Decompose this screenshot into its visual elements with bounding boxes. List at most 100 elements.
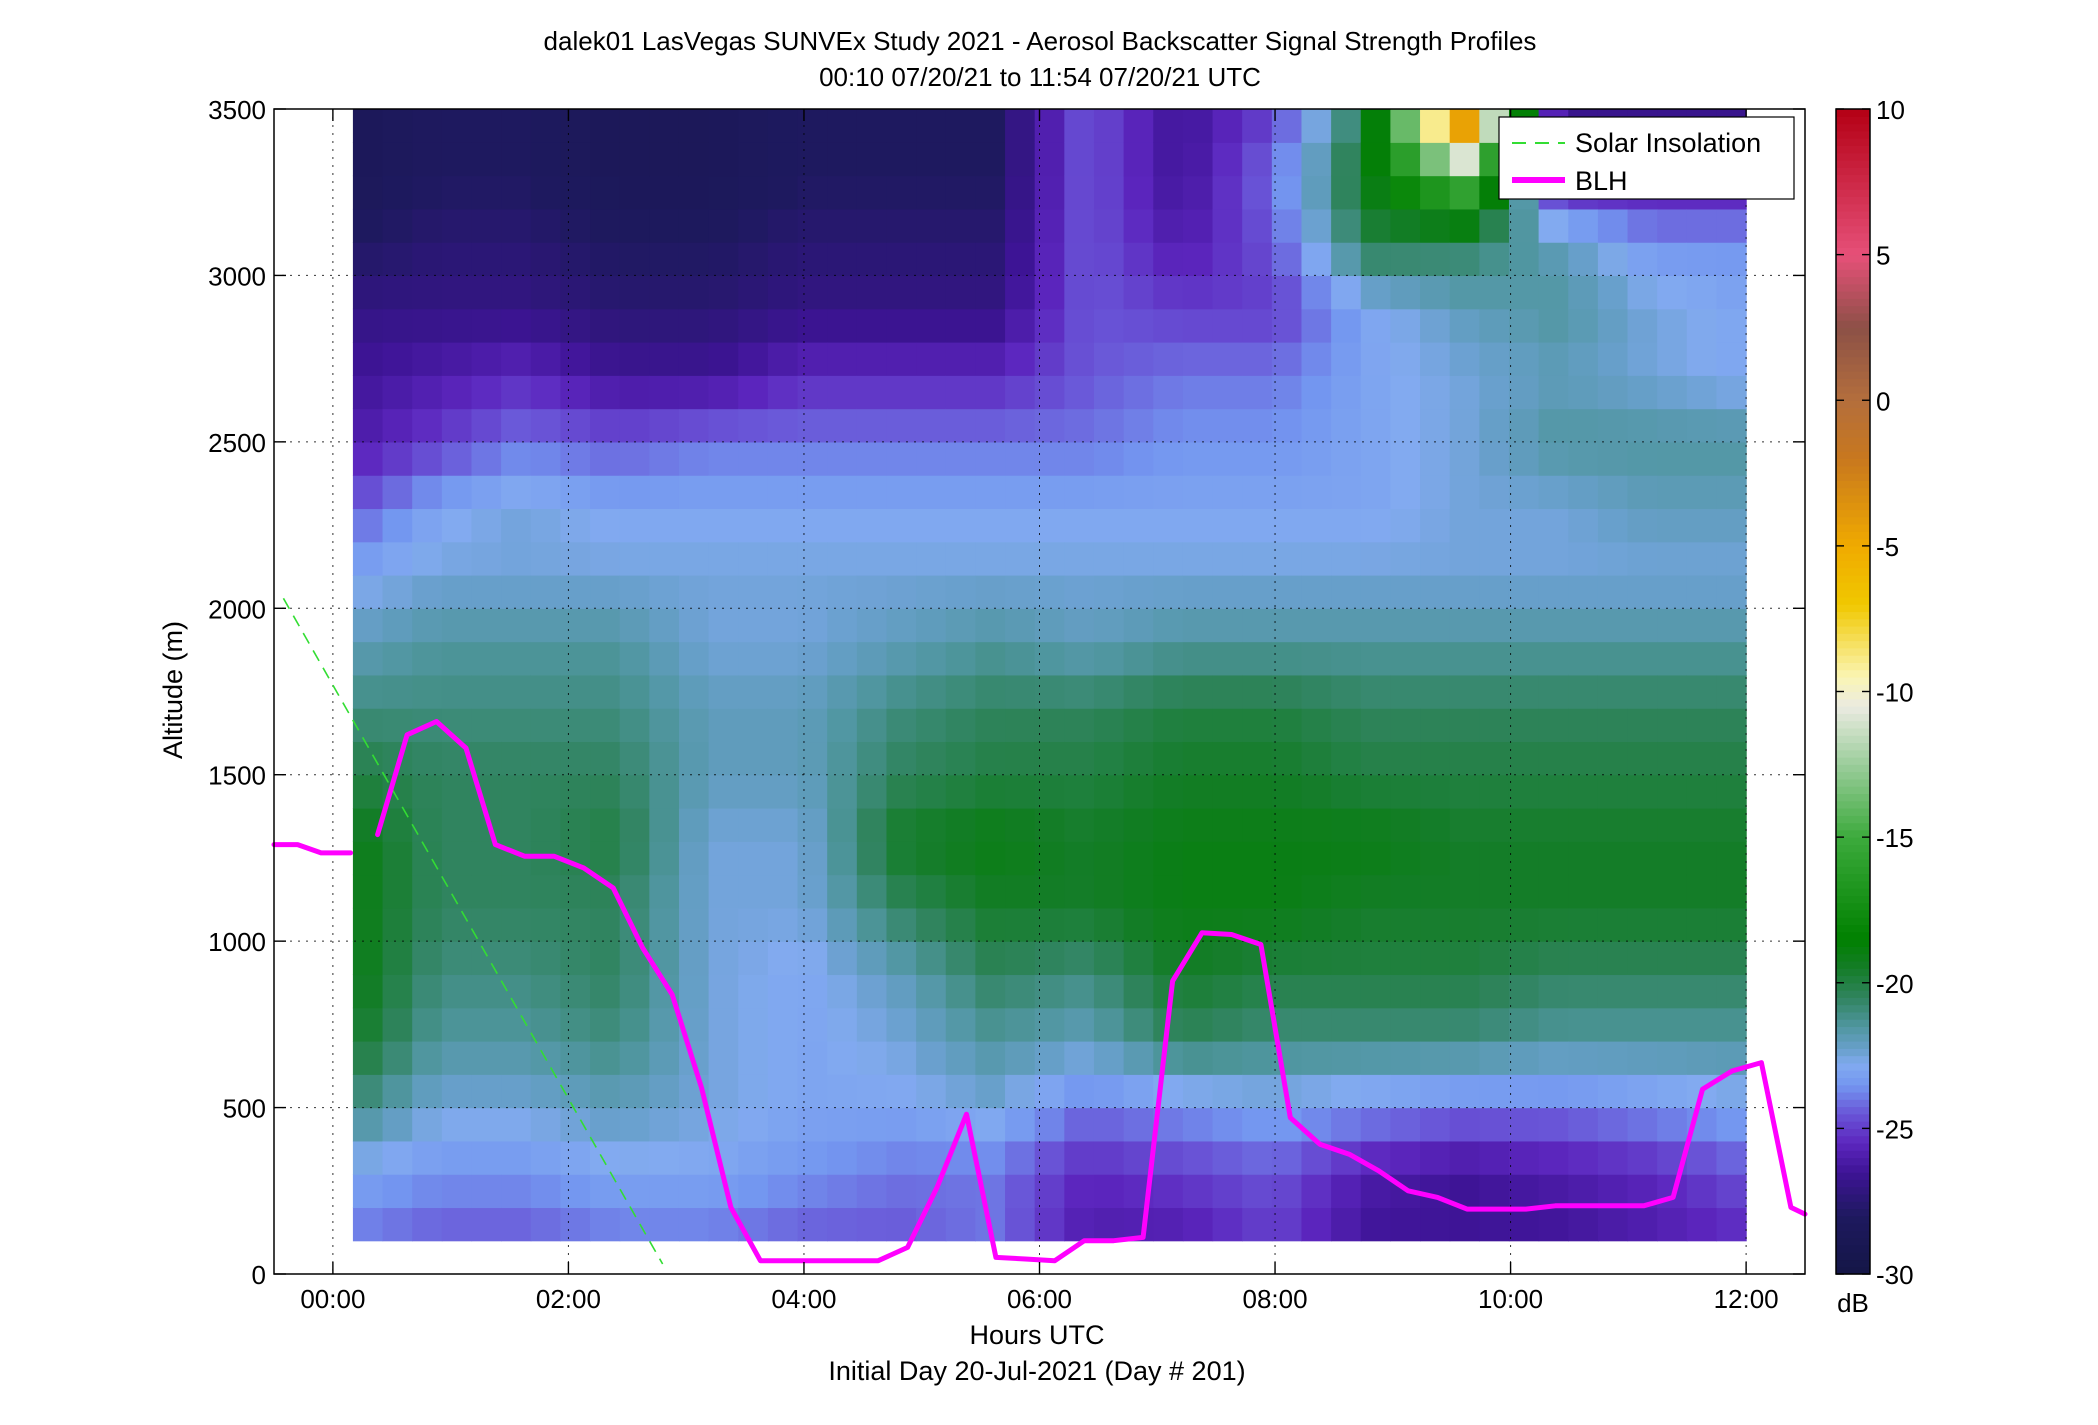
heatmap-cell <box>708 342 739 376</box>
heatmap-cell <box>560 1140 591 1175</box>
heatmap-cell <box>1153 874 1184 909</box>
heatmap-cell <box>1182 1041 1214 1075</box>
heatmap-cell <box>560 674 591 709</box>
heatmap-cell <box>1686 541 1718 576</box>
heatmap-cell <box>1123 974 1154 1009</box>
colorbar-swatch <box>1836 655 1870 663</box>
heatmap-cell <box>1182 408 1214 443</box>
colorbar-swatch <box>1836 596 1870 605</box>
heatmap-cell <box>412 941 443 976</box>
x-tick-label: 06:00 <box>1007 1284 1072 1314</box>
heatmap-cell <box>1390 242 1421 277</box>
heatmap-cell <box>767 475 799 510</box>
colorbar-swatch <box>1836 829 1870 838</box>
heatmap-cell <box>1123 275 1154 310</box>
heatmap-cell <box>1212 175 1243 210</box>
heatmap-cell <box>412 674 443 709</box>
heatmap-cell <box>827 1107 858 1142</box>
heatmap-cell <box>916 608 947 643</box>
heatmap-cell <box>975 242 1006 277</box>
heatmap-cell <box>1657 242 1688 277</box>
heatmap-cell <box>1093 1041 1125 1075</box>
heatmap-cell <box>1390 1107 1421 1142</box>
heatmap-cell <box>1182 475 1214 510</box>
heatmap-cell <box>1242 608 1273 643</box>
heatmap-cell <box>1508 708 1540 743</box>
heatmap-cell <box>1301 1074 1332 1109</box>
heatmap-cell <box>1420 941 1451 976</box>
colorbar-swatch <box>1836 939 1870 947</box>
heatmap-cell <box>678 1140 710 1175</box>
heatmap-cell <box>1657 608 1688 643</box>
heatmap-cell <box>827 641 858 676</box>
heatmap-cell <box>471 375 502 410</box>
heatmap-cell <box>975 941 1006 976</box>
colorbar-swatch <box>1836 1172 1870 1180</box>
heatmap-cell <box>1420 874 1451 909</box>
heatmap-cell <box>1627 1107 1658 1142</box>
heatmap-cell <box>1005 142 1036 177</box>
colorbar-swatch <box>1836 305 1870 314</box>
heatmap-cell <box>1716 974 1747 1009</box>
heatmap-cell <box>827 941 858 976</box>
heatmap-cell <box>471 708 502 743</box>
colorbar-unit-label: dB <box>1837 1288 1869 1318</box>
colorbar-tick-label: 5 <box>1876 241 1890 271</box>
heatmap-cell <box>382 275 413 310</box>
heatmap-cell <box>856 708 888 743</box>
heatmap-cell <box>1538 541 1569 576</box>
heatmap-cell <box>530 1140 561 1175</box>
heatmap-cell <box>1538 342 1569 376</box>
heatmap-cell <box>441 641 473 676</box>
heatmap-cell <box>471 741 502 776</box>
colorbar-swatch <box>1836 436 1870 445</box>
heatmap-cell <box>1182 175 1214 210</box>
heatmap-cell <box>1627 1007 1658 1042</box>
heatmap-cell <box>856 475 888 510</box>
heatmap-cell <box>1123 941 1154 976</box>
heatmap-cell <box>1301 1174 1332 1209</box>
heatmap-cell <box>827 874 858 909</box>
heatmap-cell <box>352 342 384 376</box>
heatmap-cell <box>738 1140 769 1175</box>
heatmap-cell <box>1390 441 1421 476</box>
heatmap-cell <box>1064 475 1095 510</box>
heatmap-cell <box>1686 1007 1718 1042</box>
heatmap-cell <box>1716 941 1747 976</box>
heatmap-cell <box>382 475 413 510</box>
heatmap-cell <box>471 208 502 243</box>
heatmap-cell <box>352 508 384 543</box>
heatmap-cell <box>678 242 710 277</box>
heatmap-cell <box>1064 1074 1095 1109</box>
heatmap-cell <box>441 508 473 543</box>
colorbar-swatch <box>1836 524 1870 532</box>
blh-layer <box>271 719 1808 1264</box>
colorbar-swatch <box>1836 1201 1870 1210</box>
heatmap-cell <box>1597 541 1629 576</box>
heatmap-cell <box>560 242 591 277</box>
heatmap-cell <box>827 441 858 476</box>
heatmap-cell <box>1093 1007 1125 1042</box>
heatmap-cell <box>1538 608 1569 643</box>
heatmap-cell <box>856 608 888 643</box>
heatmap-cell <box>1212 941 1243 976</box>
heatmap-cell <box>797 242 828 277</box>
y-tick-label: 2000 <box>208 594 266 624</box>
heatmap-cell <box>797 1207 828 1242</box>
x-tick-label: 02:00 <box>536 1284 601 1314</box>
heatmap-cell <box>501 774 532 809</box>
heatmap-cell <box>1331 941 1362 976</box>
colorbar-swatch <box>1836 946 1870 955</box>
heatmap-cell <box>975 708 1006 743</box>
heatmap-cell <box>649 342 680 376</box>
heatmap-cell <box>1331 308 1362 343</box>
heatmap-cell <box>1301 242 1332 277</box>
heatmap-cell <box>1390 841 1421 876</box>
heatmap-cell <box>441 1207 473 1242</box>
heatmap-cell <box>856 1074 888 1109</box>
heatmap-cell <box>1212 342 1243 376</box>
heatmap-cell <box>352 575 384 609</box>
heatmap-cell <box>886 1140 917 1175</box>
heatmap-cell <box>1123 142 1154 177</box>
heatmap-cell <box>975 142 1006 177</box>
